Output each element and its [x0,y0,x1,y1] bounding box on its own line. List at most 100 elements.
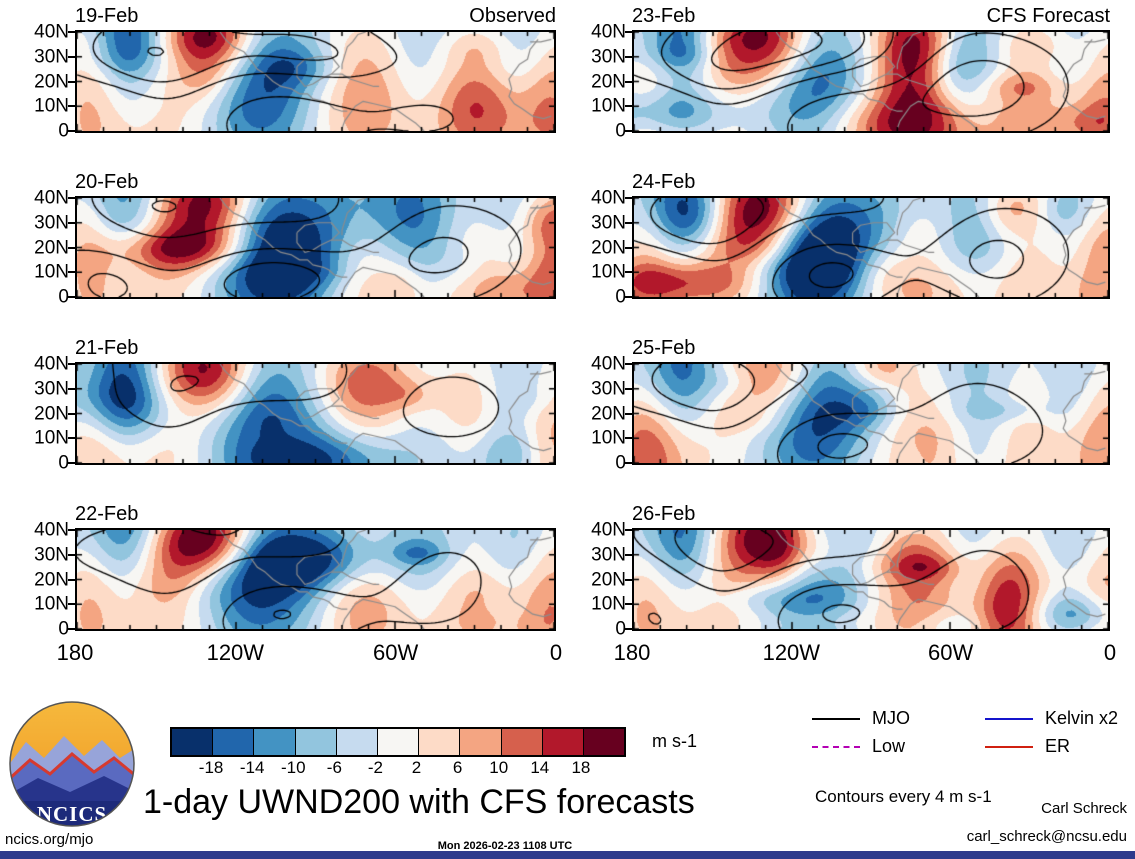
x-axis-label: 60W [373,640,419,665]
y-axis-label: 0 [615,618,626,640]
y-axis-label: 30N [34,378,69,400]
contour-interval-note: Contours every 4 m s-1 [815,787,992,806]
y-axis-tick [68,55,75,58]
bottom-strip [0,851,1135,859]
panel-date: 22-Feb [75,503,139,525]
y-axis-label: 20N [591,403,626,424]
y-axis-label: 30N [591,378,626,400]
y-axis-tick [625,80,632,83]
colorbar-tick-label: -6 [326,758,342,777]
colorbar-tick-label: 6 [452,758,463,777]
panel-observed-22feb: 22-Feb 40N 30N 20N 10N 0 [34,502,556,639]
y-axis-tick [68,105,75,108]
map-plot: 40N 30N 20N 10N 0 [34,355,556,473]
y-axis-label: 20N [34,569,69,590]
panel-forecast-26feb: 26-Feb 40N 30N 20N 10N 0 [591,502,1110,639]
panel-title-row: 24-Feb [632,170,1110,194]
map-plot: 40N 30N 20N 10N 0 [34,23,556,141]
panel-title-row: 19-Feb Observed [75,4,556,28]
map-plot: 40N 30N 20N 10N 0 [591,521,1110,639]
map-plot: 40N 30N 20N 10N 0 [34,521,556,639]
x-axis-label: 0 [1103,640,1117,665]
wind-anomaly-map [634,530,1108,629]
main-title: 1-day UWND200 with CFS forecasts [143,783,695,821]
x-axis-right-column: 180 120W 60W 0 [614,640,1116,666]
y-axis-tick [68,197,75,199]
y-axis-label: 40N [34,21,69,43]
panel-date: 21-Feb [75,337,139,359]
colorbar-segment [335,729,377,755]
y-axis-label: 30N [34,46,69,68]
y-axis-tick [625,31,632,33]
colorbar-tick-label: 10 [489,758,509,777]
y-axis-tick [625,55,632,58]
y-axis-label: 10N [591,261,626,283]
y-axis-tick [68,130,75,132]
panel-title-row: 26-Feb [632,502,1110,526]
legend-label-low: Low [872,736,906,756]
wind-anomaly-map [77,530,554,629]
y-axis-tick [68,221,75,224]
y-axis-tick [625,221,632,224]
wind-anomaly-map [634,364,1108,463]
y-axis-label: 40N [591,353,626,375]
colorbar-tick-label: 18 [571,758,591,777]
x-axis-label: 120W [762,640,821,665]
y-axis-label: 40N [34,353,69,375]
y-axis-tick [68,603,75,606]
y-axis-label: 10N [34,95,69,117]
x-axis-label: 180 [56,640,94,665]
y-axis-label: 0 [615,286,626,308]
panel-date: 23-Feb [632,5,696,27]
map-plot: 40N 30N 20N 10N 0 [591,189,1110,307]
y-axis-tick [625,603,632,606]
credit-name: Carl Schreck [1041,800,1127,817]
colorbar-segment [253,729,295,755]
logo-text: NCICS [37,802,107,826]
panel-title-row: 23-Feb CFS Forecast [632,4,1110,28]
y-axis-tick [68,437,75,440]
colorbar-segment [541,729,583,755]
panel-forecast-24feb: 24-Feb 40N 30N 20N 10N 0 [591,170,1110,307]
wind-anomaly-map [77,32,554,131]
panel-forecast-23feb: 23-Feb CFS Forecast 40N 30N 20N 10N 0 [591,4,1110,141]
colorbar-tick-label: -2 [367,758,384,777]
x-axis-label: 60W [928,640,974,665]
y-axis-tick [68,246,75,249]
colorbar-tick-label: -14 [239,758,265,777]
site-link: ncics.org/mjo [5,831,94,848]
y-axis-tick [625,437,632,440]
map-plot: 40N 30N 20N 10N 0 [591,23,1110,141]
colorbar-segment [418,729,460,755]
legend-label-mjo: MJO [872,708,910,728]
timestamp: Mon 2026-02-23 1108 UTC [437,840,573,852]
colorbar-segment [459,729,501,755]
colorbar [170,727,626,757]
column-header-cfs-forecast: CFS Forecast [986,5,1110,27]
legend-label-er: ER [1045,736,1071,756]
y-axis-label: 10N [34,427,69,449]
y-axis-tick [68,553,75,556]
y-axis-label: 0 [58,286,69,308]
x-axis-left-column: 180 120W 60W 0 [57,640,562,666]
y-axis-tick [625,197,632,199]
y-axis-tick [625,628,632,630]
x-axis-label: 0 [549,640,563,665]
y-axis-tick [68,529,75,531]
y-axis-label: 0 [58,452,69,474]
map-plot: 40N 30N 20N 10N 0 [591,355,1110,473]
colorbar-segment [376,729,419,755]
panel-date: 26-Feb [632,503,696,525]
y-axis-label: 0 [58,120,69,142]
y-axis-label: 40N [591,187,626,209]
colorbar-labels: -18 -14 -10 -6 -2 2 6 10 14 18 [170,758,622,777]
y-axis-tick [68,462,75,464]
y-axis-tick [625,296,632,298]
credit-email: carl_schreck@ncsu.edu [966,828,1127,845]
y-axis-tick [625,412,632,415]
panel-forecast-25feb: 25-Feb 40N 30N 20N 10N 0 [591,336,1110,473]
y-axis-tick [68,31,75,33]
y-axis-tick [68,363,75,365]
y-axis-tick [625,105,632,108]
